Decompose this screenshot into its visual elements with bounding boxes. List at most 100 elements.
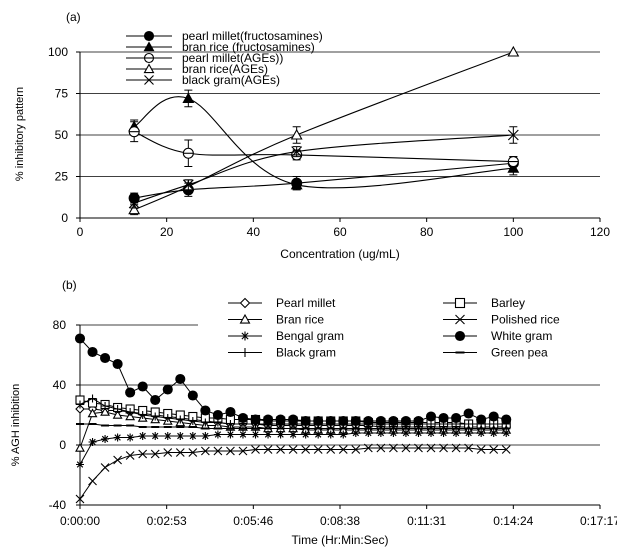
line-pearl-millet-ages: [133, 131, 514, 163]
point-black-gram: [376, 420, 385, 428]
point-bengal-gram: [414, 429, 423, 437]
point-bran-rice-fructosamines: [290, 178, 303, 190]
point-polished-rice: [363, 443, 373, 453]
panel-b-x-tick-label: 0:17:17: [580, 514, 617, 528]
point-black-gram: [213, 418, 222, 427]
point-bengal-gram: [439, 429, 448, 437]
legend-label: black gram(AGEs): [182, 73, 280, 87]
legend-label: pearl millet(fructosamines): [182, 29, 323, 43]
point-bengal-gram: [376, 429, 385, 437]
point-black-gram: [88, 394, 97, 403]
legend-marker: [239, 313, 251, 324]
point-white-gram: [187, 390, 198, 401]
legend-item-pearl-millet-ages: pearl millet(AGEs)): [126, 51, 283, 65]
legend-item-black-gram: Black gram: [228, 346, 336, 360]
panel-b-x-tick-label: 0:08:38: [320, 514, 360, 528]
point-black-gram-ages: [182, 179, 194, 191]
point-bengal-gram: [126, 433, 135, 442]
panel-b-y-tick-label: -40: [49, 498, 67, 512]
series-pearl-millet-ages: [128, 121, 519, 168]
panel-b-label: (b): [62, 278, 77, 292]
legend-item-pearl-millet: Pearl millet: [228, 296, 336, 310]
point-black-gram: [126, 408, 135, 416]
point-polished-rice: [226, 446, 235, 456]
point-white-gram: [225, 406, 236, 418]
point-polished-rice: [451, 443, 461, 453]
point-bengal-gram: [76, 460, 84, 469]
point-black-gram: [427, 420, 436, 428]
panel-a-xlabel: Concentration (ug/mL): [280, 247, 399, 261]
point-bengal-gram: [427, 429, 436, 437]
point-bengal-gram: [364, 429, 373, 437]
point-polished-rice: [125, 451, 135, 460]
point-bengal-gram: [264, 430, 273, 439]
point-pearl-millet-ages: [128, 126, 140, 138]
point-black-gram: [101, 402, 110, 410]
series-bengal-gram: [76, 429, 511, 469]
legend-marker: [240, 348, 250, 357]
legend-marker: [143, 41, 155, 52]
panel-b-xlabel: Time (Hr:Min:Sec): [292, 533, 389, 547]
panel-a-ylabel: % inhibitory pattern: [14, 87, 26, 181]
point-black-gram: [477, 420, 486, 428]
point-black-gram: [439, 420, 448, 428]
point-polished-rice: [113, 455, 122, 465]
point-white-gram: [200, 405, 211, 416]
point-bengal-gram: [276, 430, 285, 439]
point-bengal-gram: [289, 430, 298, 439]
legend-marker: [454, 330, 466, 342]
point-black-gram: [251, 420, 260, 428]
point-black-gram: [113, 405, 122, 413]
point-white-gram: [175, 373, 186, 385]
point-bengal-gram: [251, 430, 260, 439]
panel-b-y-tick-label: 80: [53, 318, 67, 332]
legend-marker: [454, 297, 466, 309]
point-polished-rice: [389, 443, 398, 453]
legend-item-barley: Barley: [443, 296, 525, 310]
panel-a-x-tick-label: 80: [420, 225, 434, 239]
point-polished-rice: [313, 445, 323, 454]
series-black-gram: [76, 394, 511, 428]
line-black-gram-ages: [133, 134, 514, 204]
point-bengal-gram: [188, 432, 197, 440]
point-white-gram: [87, 346, 98, 358]
legend-label: Black gram: [276, 346, 336, 360]
panel-a-x-tick-label: 120: [590, 225, 610, 239]
legend-item-polished-rice: Polished rice: [443, 313, 560, 327]
point-white-gram: [125, 387, 136, 398]
point-white-gram: [425, 411, 437, 422]
point-black-gram: [314, 420, 323, 428]
point-black-gram: [452, 420, 461, 428]
series-green-pea: [76, 423, 511, 430]
point-bengal-gram: [226, 430, 235, 439]
point-black-gram: [289, 420, 298, 428]
panel-b-x-tick-label: 0:00:00: [60, 514, 100, 528]
legend-label: Bran rice: [276, 313, 324, 327]
point-bengal-gram: [326, 430, 335, 439]
legend-label: Polished rice: [491, 313, 560, 327]
panel-b-y-tick-label: 0: [59, 438, 66, 452]
point-white-gram: [212, 409, 223, 421]
panel-b-y-tick-label: 40: [53, 378, 67, 392]
point-black-gram: [264, 420, 273, 428]
point-bran-rice: [125, 411, 136, 421]
point-polished-rice: [439, 443, 448, 453]
panel-a-y-tick-label: 100: [48, 45, 68, 59]
point-black-gram: [138, 411, 147, 419]
point-black-gram-ages: [291, 146, 303, 157]
line-bran-rice-fructosamines: [133, 96, 514, 189]
point-black-gram: [489, 420, 498, 428]
point-polished-rice: [301, 445, 311, 454]
point-black-gram: [163, 414, 172, 422]
legend-item-black-gram-ages: black gram(AGEs): [126, 73, 280, 87]
point-polished-rice: [150, 449, 160, 459]
legend-marker: [143, 52, 155, 64]
panel-a-label: (a): [66, 10, 81, 24]
legend-label: bran rice(AGEs): [182, 62, 268, 76]
panel-a-x-tick-label: 0: [77, 225, 84, 239]
point-bran-rice-fructosamines: [507, 162, 520, 173]
point-bengal-gram: [101, 435, 110, 443]
point-bengal-gram: [464, 429, 473, 437]
panel-b-x-tick-label: 0:02:53: [147, 514, 187, 528]
